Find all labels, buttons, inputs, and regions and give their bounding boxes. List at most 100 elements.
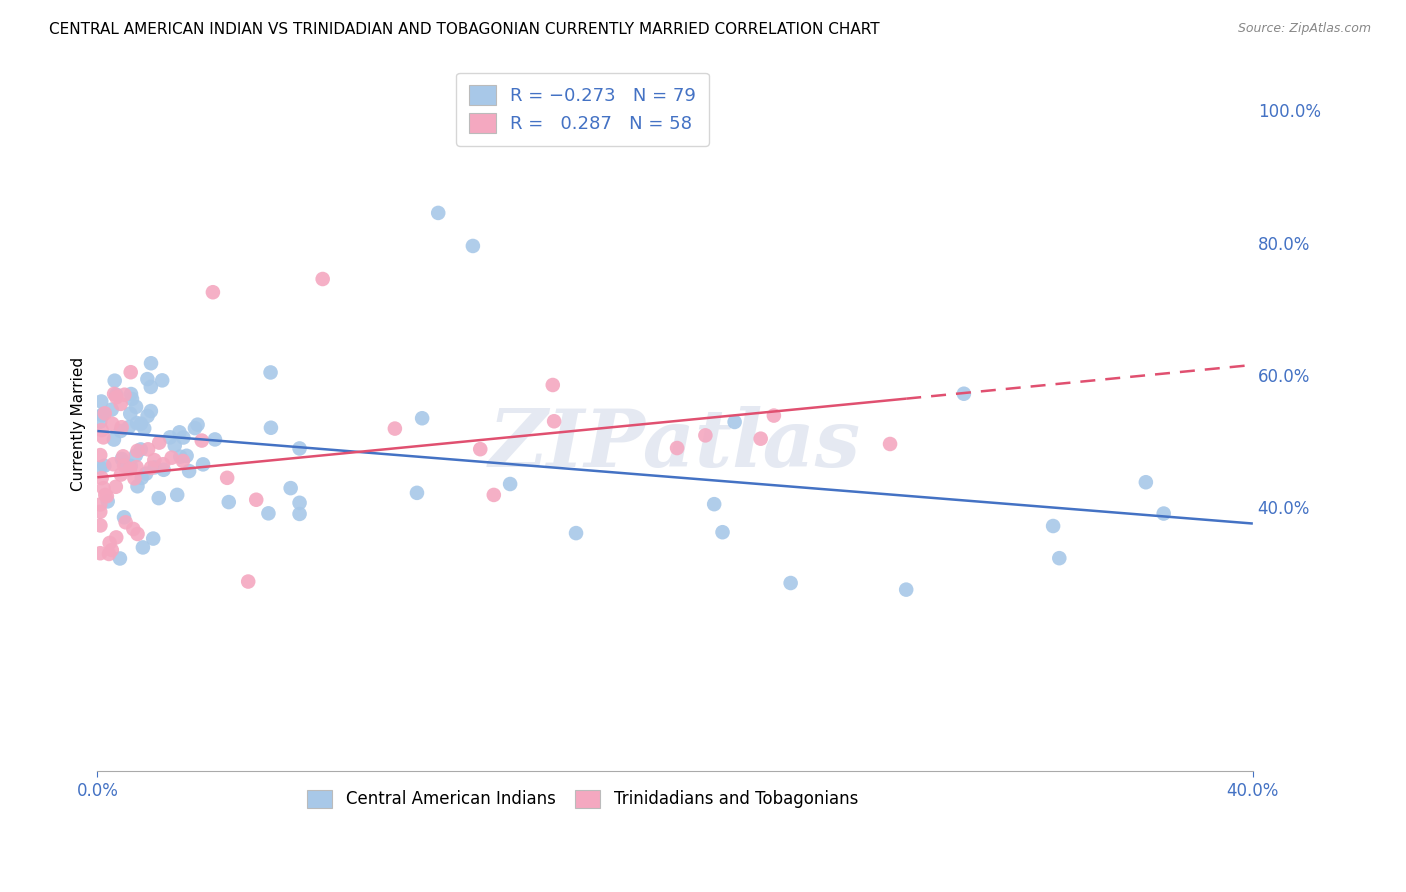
Point — [93, 481, 115, 495]
Point — [543, 414, 565, 428]
Point — [288, 442, 311, 456]
Point — [204, 433, 226, 447]
Text: CENTRAL AMERICAN INDIAN VS TRINIDADIAN AND TOBAGONIAN CURRENTLY MARRIED CORRELAT: CENTRAL AMERICAN INDIAN VS TRINIDADIAN A… — [49, 22, 880, 37]
Point — [111, 452, 134, 467]
Point — [120, 387, 142, 401]
Point — [259, 366, 281, 380]
Point — [166, 488, 188, 502]
Point — [89, 505, 111, 519]
Point — [1042, 519, 1064, 533]
Point — [91, 409, 114, 423]
Point — [150, 373, 173, 387]
Point — [406, 486, 429, 500]
Point — [762, 409, 785, 423]
Point — [118, 462, 141, 476]
Point — [90, 471, 112, 485]
Point — [105, 390, 128, 404]
Point — [172, 454, 194, 468]
Point — [110, 397, 132, 411]
Point — [114, 388, 136, 402]
Point — [129, 417, 152, 431]
Point — [129, 442, 152, 457]
Point — [114, 456, 136, 470]
Point — [288, 496, 311, 510]
Point — [89, 546, 111, 560]
Point — [499, 477, 522, 491]
Point — [461, 239, 484, 253]
Point — [127, 527, 149, 541]
Point — [90, 394, 112, 409]
Point — [103, 457, 125, 471]
Point — [97, 494, 120, 508]
Point — [112, 510, 135, 524]
Point — [666, 441, 689, 455]
Point — [103, 387, 125, 401]
Point — [110, 467, 132, 482]
Point — [100, 402, 122, 417]
Point — [120, 458, 142, 473]
Point — [101, 417, 124, 431]
Point — [238, 574, 260, 589]
Point — [184, 421, 207, 435]
Point — [125, 416, 148, 430]
Point — [105, 387, 128, 401]
Point — [160, 450, 183, 465]
Point — [120, 365, 142, 379]
Point — [245, 492, 267, 507]
Point — [695, 428, 717, 442]
Point — [218, 495, 240, 509]
Point — [125, 448, 148, 462]
Point — [187, 417, 209, 432]
Point — [136, 442, 159, 457]
Point — [723, 415, 745, 429]
Point — [132, 541, 155, 555]
Point — [96, 489, 118, 503]
Point — [139, 380, 162, 394]
Point — [136, 372, 159, 386]
Point — [143, 460, 166, 475]
Point — [139, 460, 162, 475]
Point — [125, 400, 148, 414]
Point — [89, 498, 111, 512]
Point — [288, 507, 311, 521]
Point — [118, 420, 141, 434]
Point — [134, 421, 156, 435]
Point — [779, 576, 801, 591]
Point — [411, 411, 433, 425]
Point — [191, 458, 214, 472]
Point — [114, 516, 136, 530]
Text: ZIPatlas: ZIPatlas — [489, 407, 860, 484]
Point — [122, 522, 145, 536]
Point — [131, 471, 153, 485]
Point — [139, 404, 162, 418]
Point — [93, 458, 115, 473]
Point — [953, 386, 976, 401]
Point — [125, 460, 148, 475]
Point — [89, 460, 111, 475]
Point — [135, 467, 157, 481]
Point — [260, 421, 283, 435]
Point — [896, 582, 918, 597]
Point — [94, 488, 117, 502]
Point — [89, 518, 111, 533]
Point — [711, 525, 734, 540]
Point — [91, 408, 114, 422]
Point — [1153, 507, 1175, 521]
Point — [169, 425, 191, 440]
Point — [105, 530, 128, 544]
Point — [201, 285, 224, 300]
Point — [1047, 551, 1070, 566]
Point — [384, 421, 406, 435]
Point — [1135, 475, 1157, 490]
Point — [176, 449, 198, 463]
Point — [143, 453, 166, 467]
Point — [110, 420, 132, 434]
Point — [179, 464, 201, 478]
Point — [127, 443, 149, 458]
Point — [120, 407, 142, 421]
Point — [169, 450, 191, 464]
Point — [124, 471, 146, 485]
Point — [89, 415, 111, 429]
Point — [112, 458, 135, 473]
Point — [103, 433, 125, 447]
